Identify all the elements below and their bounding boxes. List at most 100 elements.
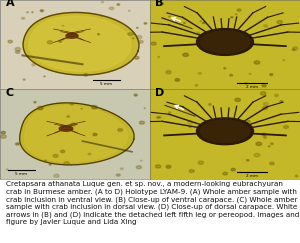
Circle shape [262, 85, 266, 87]
Circle shape [200, 21, 201, 22]
Circle shape [198, 161, 204, 164]
Circle shape [166, 165, 171, 168]
Circle shape [88, 153, 91, 155]
Text: 5 mm: 5 mm [100, 82, 112, 87]
Circle shape [64, 162, 69, 165]
Circle shape [235, 98, 240, 102]
Text: Cretapsara athanata Luque gen. et sp. nov., a modern-looking eubrachyuran crab i: Cretapsara athanata Luque gen. et sp. no… [6, 181, 299, 226]
Circle shape [247, 159, 249, 161]
Circle shape [208, 104, 211, 105]
Circle shape [202, 22, 205, 24]
Circle shape [256, 142, 262, 146]
Circle shape [92, 105, 97, 109]
Circle shape [144, 108, 146, 109]
Circle shape [32, 64, 35, 66]
Text: D: D [154, 87, 164, 97]
Circle shape [159, 116, 161, 118]
Circle shape [151, 42, 156, 45]
Circle shape [32, 12, 33, 13]
Circle shape [158, 56, 159, 57]
Circle shape [84, 74, 88, 76]
Circle shape [116, 174, 120, 176]
Circle shape [237, 9, 241, 11]
Circle shape [1, 131, 5, 134]
Circle shape [197, 32, 200, 34]
Circle shape [280, 101, 283, 102]
Polygon shape [20, 103, 134, 165]
Circle shape [232, 38, 235, 40]
Circle shape [254, 153, 260, 157]
Circle shape [66, 37, 69, 39]
Circle shape [157, 117, 160, 118]
Circle shape [38, 106, 43, 110]
Text: 2 mm: 2 mm [246, 85, 258, 89]
Circle shape [183, 53, 188, 56]
Circle shape [169, 112, 171, 113]
Circle shape [134, 56, 139, 59]
Circle shape [23, 79, 25, 80]
Circle shape [44, 76, 45, 77]
Circle shape [22, 17, 25, 19]
Circle shape [144, 23, 147, 24]
Circle shape [244, 35, 249, 37]
Circle shape [133, 34, 134, 35]
Circle shape [161, 3, 164, 4]
Circle shape [263, 103, 268, 105]
Circle shape [268, 146, 270, 147]
Circle shape [140, 121, 145, 124]
Circle shape [136, 166, 142, 169]
Ellipse shape [59, 126, 73, 131]
Circle shape [71, 123, 76, 126]
Circle shape [245, 83, 247, 84]
Circle shape [93, 133, 97, 136]
Circle shape [295, 175, 298, 177]
Circle shape [230, 74, 232, 76]
Circle shape [211, 139, 215, 142]
Circle shape [45, 160, 46, 161]
Circle shape [175, 78, 180, 81]
Circle shape [109, 7, 114, 10]
Polygon shape [29, 16, 131, 71]
Circle shape [247, 121, 250, 122]
Circle shape [54, 174, 59, 177]
Circle shape [117, 4, 120, 5]
Circle shape [188, 121, 193, 124]
Circle shape [274, 94, 278, 96]
Circle shape [198, 72, 201, 74]
Circle shape [264, 25, 268, 27]
Circle shape [49, 164, 51, 165]
Circle shape [155, 165, 161, 168]
Circle shape [128, 10, 130, 11]
Circle shape [128, 33, 133, 35]
Circle shape [220, 36, 222, 37]
Ellipse shape [196, 118, 254, 145]
Circle shape [260, 92, 266, 95]
Circle shape [231, 168, 236, 171]
Circle shape [136, 35, 142, 39]
Circle shape [292, 49, 295, 51]
Circle shape [81, 108, 82, 109]
Circle shape [101, 1, 103, 3]
Circle shape [15, 47, 21, 51]
Circle shape [184, 23, 185, 24]
Circle shape [242, 128, 244, 130]
Polygon shape [23, 12, 139, 75]
Circle shape [249, 73, 251, 74]
Circle shape [238, 42, 242, 45]
Circle shape [8, 40, 12, 43]
Circle shape [234, 41, 235, 42]
Text: A: A [6, 0, 15, 8]
Circle shape [27, 12, 28, 13]
Circle shape [139, 41, 143, 43]
Circle shape [166, 70, 171, 74]
Polygon shape [25, 106, 128, 162]
Circle shape [133, 38, 134, 39]
Circle shape [277, 20, 282, 24]
Circle shape [6, 169, 8, 170]
Ellipse shape [200, 120, 250, 142]
Circle shape [67, 116, 70, 117]
Ellipse shape [66, 33, 78, 38]
Circle shape [169, 16, 170, 17]
Text: C: C [6, 87, 14, 97]
Circle shape [120, 168, 123, 170]
